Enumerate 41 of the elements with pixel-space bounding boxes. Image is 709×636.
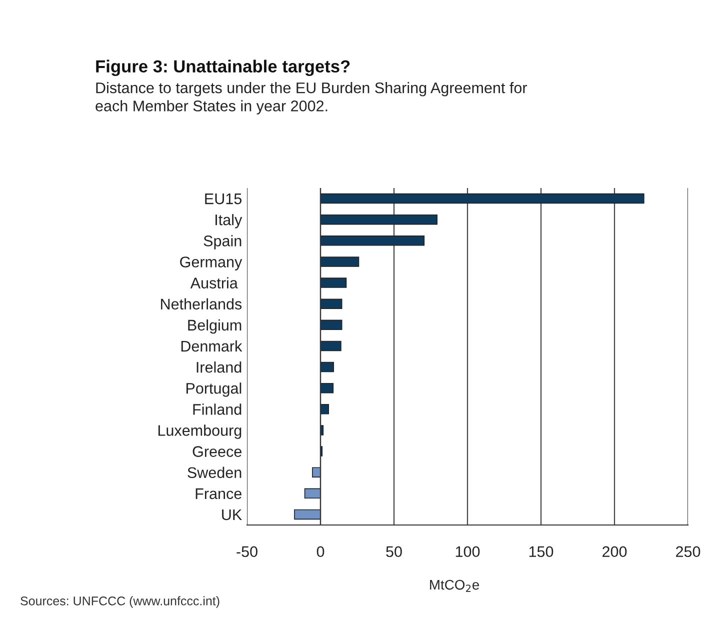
y-tick-label: Denmark [181,340,242,352]
y-tick-label: Spain [204,235,242,250]
y-tick-label: Netherlands [161,298,242,310]
x-axis-title: MtCO$_{2}$e [430,580,479,592]
x-tick-label: 100 [456,546,480,558]
x-tick-label: 250 [676,546,700,558]
y-tick-label: Italy [216,214,242,228]
bar [320,404,330,414]
bar [320,235,425,246]
bar [320,214,438,225]
y-tick-label: Germany [180,256,242,270]
x-tick-label: 50 [386,546,402,558]
y-tick-label: Finland [193,404,242,415]
y-tick-label: Belgium [188,319,242,334]
bar [294,509,321,520]
x-tick-label: 200 [602,546,627,558]
y-tick-label: Greece [192,446,242,457]
bar [304,488,321,499]
bar [312,467,321,478]
bar [320,382,334,394]
bar [320,256,360,267]
y-tick-label: Sweden [188,466,242,478]
x-tick-label: 0 [316,546,324,558]
bar [320,320,342,330]
y-tick-label: EU15 [205,194,242,204]
y-tick-label: UK [222,509,242,520]
source-note: Sources: UNFCCC (www.unfccc.int) [20,596,220,608]
bar [320,340,342,352]
bar [320,362,334,372]
bar [320,278,347,288]
bar [320,193,644,204]
y-tick-label: Luxembourg [158,424,242,439]
y-tick-label: France [196,488,242,500]
chart-title: Figure 3: Unattainable targets? [96,60,350,76]
bar [320,298,342,310]
y-tick-label: Ireland [196,361,242,373]
y-tick-label: Austria [190,277,238,288]
y-tick-label: Portugal [186,382,242,397]
chart-subtitle: Distance to targets under the EU Burden Sharing Agreement for each Member States in year 2002. [96,82,528,114]
x-tick-label: -50 [236,546,258,558]
x-tick-label: 150 [529,546,554,558]
